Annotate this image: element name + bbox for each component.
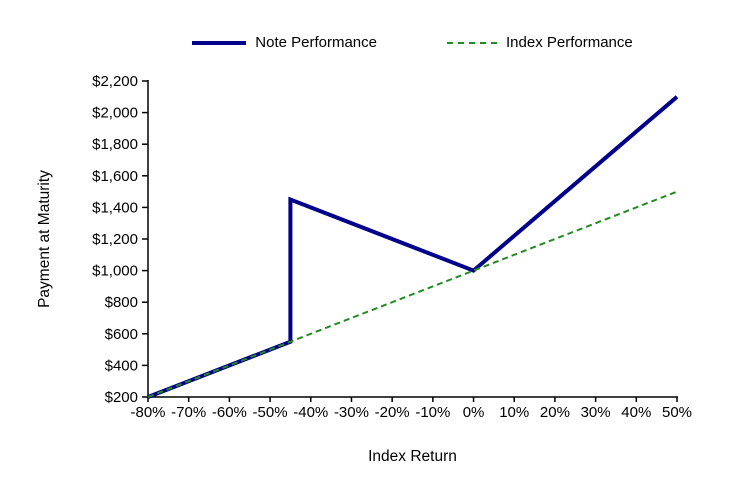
legend-item-index-performance: Index Performance [447,34,633,52]
y-tick-label: $1,000 [92,263,138,280]
legend: Note Performance Index Performance [148,34,677,52]
series-line-note-performance [147,95,679,399]
x-tick-label: -10% [415,404,450,421]
y-tick-label: $600 [105,326,138,343]
x-tick-label: 40% [621,404,651,421]
x-tick-label: 30% [581,404,611,421]
note-performance-line-swatch-icon [192,41,247,45]
y-tick-label: $1,200 [92,231,138,248]
y-axis-title: Payment at Maturity [36,170,53,308]
y-tick-label: $1,800 [92,136,138,153]
index-performance-line-swatch-icon [447,42,497,44]
legend-label-index-performance: Index Performance [506,34,633,51]
y-tick-label: $800 [105,294,138,311]
x-tick-label: -40% [293,404,328,421]
x-tick-label: 0% [463,404,485,421]
x-tick-label: -50% [253,404,288,421]
y-tick-label: $2,200 [92,73,138,90]
legend-item-note-performance: Note Performance [192,34,377,52]
legend-label-note-performance: Note Performance [255,34,377,51]
y-tick-label: $1,600 [92,168,138,185]
x-tick-label: 10% [499,404,529,421]
x-tick-label: -80% [130,404,165,421]
y-tick-label: $1,400 [92,199,138,216]
y-tick-label: $200 [105,389,138,406]
x-tick-label: -70% [171,404,206,421]
x-tick-label: -30% [334,404,369,421]
x-axis-title: Index Return [368,448,457,465]
x-tick-label: -20% [375,404,410,421]
series-line-index-performance [147,190,678,398]
x-tick-label: 50% [662,404,692,421]
y-tick-label: $400 [105,357,138,374]
y-tick-label: $2,000 [92,105,138,122]
x-tick-label: 20% [540,404,570,421]
x-tick-label: -60% [212,404,247,421]
